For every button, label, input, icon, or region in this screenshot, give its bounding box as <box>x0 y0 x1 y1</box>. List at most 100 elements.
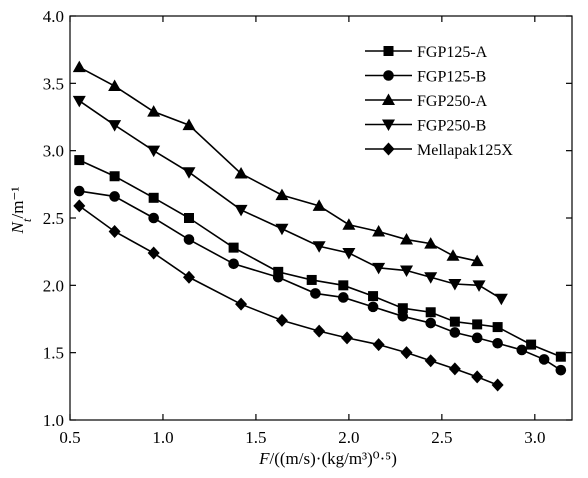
legend-label: FGP125-A <box>417 44 488 61</box>
data-point <box>397 303 408 314</box>
series-triangle-down <box>72 95 508 306</box>
data-point <box>228 242 239 253</box>
series-line <box>78 159 562 358</box>
series-layer <box>72 60 567 392</box>
data-point <box>228 258 239 270</box>
legend: FGP125-A FGP125-B FGP250-A FGP250-B Mellapak… <box>365 44 513 159</box>
data-point <box>73 199 86 213</box>
data-point <box>449 316 460 327</box>
data-point <box>341 331 354 345</box>
data-point <box>313 324 326 338</box>
data-point <box>492 337 503 349</box>
data-point <box>310 288 321 299</box>
data-point <box>400 346 413 360</box>
x-tick-label: 1.0 <box>152 428 173 447</box>
data-point <box>272 271 284 283</box>
data-point <box>234 204 248 217</box>
data-point <box>108 224 121 238</box>
data-point <box>555 364 567 376</box>
data-point <box>147 145 161 158</box>
data-point <box>109 191 120 202</box>
data-point <box>73 185 85 197</box>
data-point <box>368 291 379 302</box>
data-point <box>275 188 289 201</box>
data-point <box>491 378 504 392</box>
data-point <box>338 280 349 291</box>
data-point <box>338 292 349 303</box>
legend-label: FGP125-B <box>417 69 486 86</box>
data-point <box>538 354 550 365</box>
data-point <box>147 105 161 117</box>
data-point <box>108 79 122 92</box>
data-point <box>72 95 86 108</box>
axes: 0.5 1.0 1.5 2.0 2.5 3.01.01.52.02.53.03.54.0 <box>43 7 573 447</box>
data-point <box>471 332 483 344</box>
data-point <box>275 313 288 327</box>
data-point <box>449 327 461 338</box>
x-tick-label: 0.5 <box>59 428 80 447</box>
legend-marker <box>383 46 394 56</box>
y-tick-label: 4.0 <box>43 7 64 26</box>
y-tick-label: 3.0 <box>43 142 64 161</box>
data-point <box>400 265 414 278</box>
legend-entry: FGP125-A <box>365 44 488 61</box>
data-point <box>312 199 326 211</box>
y-tick-label: 3.5 <box>43 74 64 93</box>
data-point <box>342 248 356 260</box>
data-point <box>372 338 385 352</box>
data-point <box>400 233 414 245</box>
data-point <box>182 270 195 284</box>
legend-marker <box>382 93 395 105</box>
data-point <box>72 60 86 73</box>
legend-entry: FGP250-B <box>365 118 486 135</box>
x-axis-label: F/((m/s)·(kg/m³)⁰·⁵) <box>258 449 397 468</box>
data-point <box>424 272 438 284</box>
y-tick-label: 1.0 <box>43 411 64 430</box>
data-point <box>109 171 120 182</box>
series-square <box>74 155 566 362</box>
legend-marker <box>382 119 395 131</box>
data-point <box>448 362 461 376</box>
data-point <box>470 254 484 267</box>
data-point <box>492 322 503 333</box>
data-point <box>516 344 528 356</box>
data-point <box>424 237 438 249</box>
legend-entry: Mellapak125X <box>365 142 513 159</box>
data-point <box>74 155 85 166</box>
data-point <box>147 246 160 260</box>
data-point <box>424 354 437 368</box>
x-tick-label: 2.5 <box>431 428 452 447</box>
data-point <box>235 297 248 311</box>
y-axis-label: Nt/m⁻¹ <box>8 187 34 235</box>
data-point <box>306 274 317 285</box>
data-point <box>372 224 386 237</box>
data-point <box>425 317 436 329</box>
plot-frame <box>69 15 573 421</box>
data-point <box>526 339 537 350</box>
legend-entry: FGP125-B <box>365 69 486 86</box>
y-tick-label: 2.5 <box>43 209 64 228</box>
data-point <box>183 213 194 223</box>
y-tick-label: 2.0 <box>43 276 64 295</box>
data-point <box>234 167 248 179</box>
data-point <box>342 218 356 230</box>
series-diamond <box>73 199 504 392</box>
x-tick-label: 1.5 <box>245 428 266 447</box>
series-triangle-up <box>72 60 484 267</box>
data-point <box>275 223 289 236</box>
data-point <box>448 278 462 291</box>
data-point <box>182 167 196 179</box>
legend-marker <box>382 142 395 156</box>
data-point <box>446 249 460 261</box>
data-point <box>372 262 386 275</box>
y-tick-label: 1.5 <box>43 344 64 363</box>
data-point <box>472 319 483 330</box>
data-point <box>397 311 409 322</box>
series-line <box>78 205 498 386</box>
data-point <box>273 266 284 277</box>
data-point <box>471 370 484 384</box>
data-point <box>148 192 159 203</box>
legend-label: Mellapak125X <box>417 142 513 159</box>
series-circle <box>73 185 567 376</box>
